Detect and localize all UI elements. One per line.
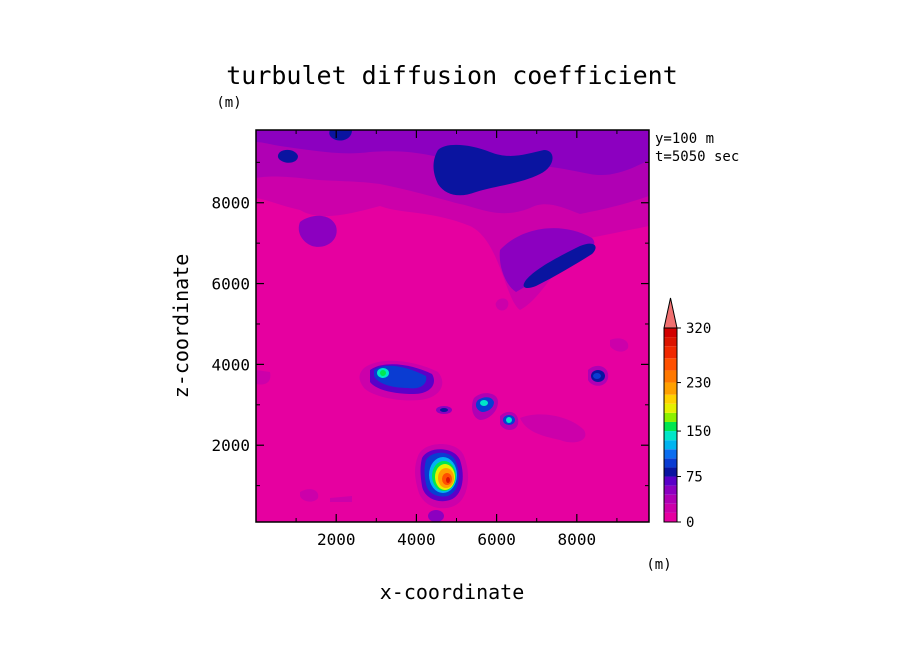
lower-patch	[300, 489, 319, 502]
colorbar-segment	[664, 403, 677, 413]
y-axis: 2000 4000 6000 8000	[211, 161, 649, 487]
dark-patch	[277, 149, 298, 163]
colorbar-segment	[664, 467, 677, 477]
colorbar-label: 150	[686, 424, 711, 440]
x-tick-label: 4000	[397, 530, 436, 549]
colorbar-segment	[664, 512, 677, 522]
lower-patch	[610, 338, 629, 352]
colorbar-segment	[664, 346, 677, 359]
colorbar-label: 320	[686, 321, 711, 337]
colorbar-segment	[664, 328, 677, 338]
x-tick-label: 2000	[317, 530, 356, 549]
colorbar-segment	[664, 494, 677, 504]
x-axis: 2000 4000 6000 8000	[295, 130, 618, 549]
colorbar: 0 75 150 230 320	[663, 297, 711, 531]
y-tick-label: 6000	[211, 275, 250, 294]
colorbar-segment	[664, 476, 677, 486]
colorbar-segment	[664, 370, 677, 383]
annotation-y-level: y=100 m	[655, 131, 714, 147]
plot-area	[256, 130, 649, 522]
x-tick-label: 6000	[477, 530, 516, 549]
annotation-time: t=5050 sec	[655, 149, 739, 165]
chart-title: turbulet diffusion coefficient	[226, 61, 678, 90]
hotspot-main	[428, 510, 444, 522]
lower-patch	[330, 496, 352, 502]
dark-patch	[433, 144, 553, 196]
colorbar-max-arrow	[663, 297, 678, 329]
lower-patch	[495, 298, 509, 311]
colorbar-segment	[664, 485, 677, 495]
hotspot	[440, 408, 448, 412]
upper-band-region	[298, 215, 337, 247]
colorbar-segment	[664, 412, 677, 422]
y-tick-label: 4000	[211, 355, 250, 374]
x-axis-label: x-coordinate	[380, 580, 525, 604]
hotspot	[480, 400, 488, 406]
colorbar-segment	[664, 382, 677, 395]
colorbar-segment	[664, 337, 677, 347]
lower-patch	[256, 370, 271, 385]
colorbar-label: 75	[686, 470, 703, 486]
y-tick-label: 2000	[211, 436, 250, 455]
colorbar-segment	[664, 458, 677, 468]
y-axis-label: z-coordinate	[169, 254, 193, 399]
dark-patch	[523, 243, 596, 288]
hotspot	[593, 373, 601, 379]
hotspot-main	[446, 477, 450, 483]
upper-band-region	[499, 228, 595, 292]
dark-patch	[329, 130, 352, 141]
colorbar-segment	[664, 503, 677, 513]
hotspot	[380, 370, 386, 376]
y-tick-label: 8000	[211, 194, 250, 213]
colorbar-label: 230	[686, 376, 711, 392]
colorbar-segment	[664, 431, 677, 441]
colorbar-segment	[664, 440, 677, 450]
colorbar-segment	[664, 449, 677, 459]
y-unit-label: (m)	[216, 95, 241, 111]
hotspot	[506, 417, 512, 423]
plot-frame	[255, 129, 650, 523]
colorbar-segment	[664, 421, 677, 432]
colorbar-segment	[664, 394, 677, 404]
colorbar-segment	[664, 358, 677, 371]
colorbar-label: 0	[686, 515, 694, 531]
x-unit-label: (m)	[646, 557, 671, 573]
x-tick-label: 8000	[558, 530, 597, 549]
lower-patch	[520, 414, 586, 443]
